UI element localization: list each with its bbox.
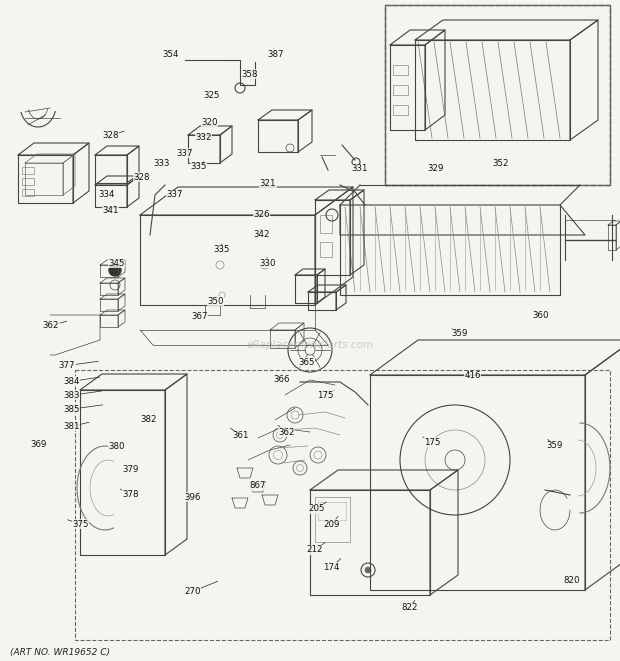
Text: 333: 333	[153, 159, 169, 169]
Text: 365: 365	[298, 358, 314, 367]
Text: 822: 822	[401, 603, 417, 612]
Text: 342: 342	[254, 230, 270, 239]
Text: 331: 331	[352, 164, 368, 173]
Text: 332: 332	[195, 133, 211, 142]
Text: 396: 396	[184, 492, 200, 502]
Text: 416: 416	[464, 371, 480, 380]
Text: 326: 326	[254, 210, 270, 219]
Text: 361: 361	[232, 431, 249, 440]
Text: 352: 352	[493, 159, 509, 169]
Text: 387: 387	[268, 50, 284, 59]
Bar	[318, 502, 346, 520]
Text: 325: 325	[204, 91, 220, 100]
Text: 205: 205	[308, 504, 324, 514]
Text: 329: 329	[427, 164, 443, 173]
Text: 270: 270	[184, 587, 200, 596]
Text: 380: 380	[108, 442, 125, 451]
Text: 367: 367	[192, 312, 208, 321]
Text: 358: 358	[241, 69, 257, 79]
Text: 820: 820	[564, 576, 580, 585]
Text: 366: 366	[273, 375, 290, 384]
Text: 337: 337	[177, 149, 193, 158]
Bar	[315, 497, 350, 542]
Text: eReplacementParts.com: eReplacementParts.com	[246, 340, 374, 350]
Text: 383: 383	[63, 391, 79, 400]
Bar	[385, 5, 610, 185]
Bar	[393, 105, 408, 115]
Text: 362: 362	[278, 428, 294, 437]
Text: 384: 384	[63, 377, 79, 386]
Text: 375: 375	[73, 520, 89, 529]
Text: 359: 359	[546, 441, 562, 450]
Text: 359: 359	[452, 329, 468, 338]
Text: 360: 360	[533, 311, 549, 321]
Text: 209: 209	[324, 520, 340, 529]
Bar	[393, 65, 408, 75]
Text: 369: 369	[30, 440, 46, 449]
Text: 867: 867	[249, 481, 265, 490]
Text: 174: 174	[324, 563, 340, 572]
Bar	[320, 215, 332, 233]
Text: 337: 337	[167, 190, 183, 200]
Text: 382: 382	[141, 415, 157, 424]
Bar	[385, 5, 610, 185]
Circle shape	[365, 567, 371, 573]
Text: 345: 345	[108, 258, 125, 268]
Text: 175: 175	[317, 391, 334, 400]
Text: 320: 320	[202, 118, 218, 127]
Text: 379: 379	[122, 465, 138, 474]
Text: 378: 378	[122, 490, 138, 499]
Text: 362: 362	[43, 321, 59, 330]
Text: 350: 350	[208, 297, 224, 306]
Text: 341: 341	[102, 206, 118, 215]
Text: 335: 335	[214, 245, 230, 254]
Bar	[22, 178, 34, 185]
Bar	[320, 242, 332, 257]
Text: (ART NO. WR19652 C): (ART NO. WR19652 C)	[10, 648, 110, 657]
Text: 321: 321	[260, 179, 276, 188]
Bar	[393, 85, 408, 95]
Text: 354: 354	[162, 50, 179, 59]
Text: 381: 381	[63, 422, 79, 431]
Text: 328: 328	[102, 131, 118, 140]
Text: 385: 385	[63, 405, 79, 414]
Text: 328: 328	[133, 173, 149, 182]
Text: 330: 330	[260, 258, 276, 268]
Text: 335: 335	[190, 162, 206, 171]
Bar	[22, 189, 34, 196]
Bar	[22, 167, 34, 174]
Circle shape	[109, 264, 121, 276]
Text: 212: 212	[307, 545, 323, 555]
Text: 334: 334	[99, 190, 115, 200]
Text: 175: 175	[425, 438, 441, 447]
Text: 377: 377	[59, 361, 75, 370]
